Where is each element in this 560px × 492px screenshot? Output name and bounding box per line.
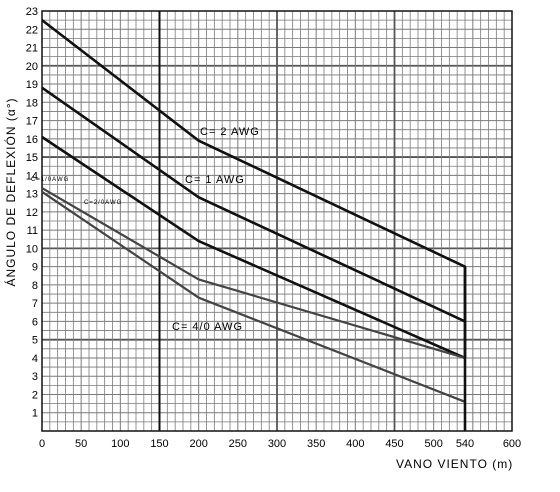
- x-tick-label: 200: [189, 438, 207, 450]
- y-tick-label: 7: [32, 298, 38, 310]
- y-tick-label: 14: [26, 170, 38, 182]
- y-tick-label: 22: [26, 24, 38, 36]
- x-tick-label: 300: [268, 438, 286, 450]
- y-tick-label: 9: [32, 262, 38, 274]
- y-tick-label: 21: [26, 43, 38, 55]
- series-label-1awg: C= 1 AWG: [185, 174, 245, 186]
- y-tick-label: 6: [32, 316, 38, 328]
- y-tick-label: 1: [32, 408, 38, 420]
- series-label-2awg: C= 2 AWG: [200, 126, 260, 138]
- y-tick-label: 20: [26, 61, 38, 73]
- tick-labels: 0 50 100 150 200 250 300 350 400 450 500 540 6001234…: [26, 6, 521, 450]
- y-tick-label: 18: [26, 97, 38, 109]
- y-tick-label: 19: [26, 79, 38, 91]
- y-axis-title: ÁNGULO DE DEFLEXIÓN (α°): [3, 97, 18, 286]
- x-tick-label: 0: [39, 438, 45, 450]
- x-tick-label: 540: [456, 438, 474, 450]
- y-tick-label: 15: [26, 152, 38, 164]
- y-tick-label: 11: [27, 225, 38, 237]
- series-line-4: [41, 190, 466, 403]
- y-tick-label: 23: [26, 6, 38, 18]
- x-tick-label: 450: [385, 438, 403, 450]
- y-tick-label: 2: [32, 389, 38, 401]
- grid: [41, 10, 513, 432]
- y-tick-label: 4: [32, 353, 38, 365]
- y-tick-label: 10: [26, 243, 38, 255]
- y-tick-label: 17: [26, 116, 38, 128]
- curve-labels: C= 2 AWG C= 1 AWG C=1/0AWG C=2/0AWG C= 4…: [31, 126, 260, 333]
- x-tick-label: 100: [111, 438, 129, 450]
- y-tick-label: 13: [26, 189, 38, 201]
- y-tick-label: 5: [32, 335, 38, 347]
- series-label-2-0awg: C=2/0AWG: [84, 200, 122, 206]
- x-tick-label: 50: [75, 438, 87, 450]
- x-axis-title: VANO VIENTO (m): [396, 457, 513, 471]
- y-tick-label: 3: [32, 371, 38, 383]
- plot-frame: [41, 10, 513, 432]
- x-tick-label: 400: [346, 438, 364, 450]
- curves: [41, 19, 467, 431]
- x-tick-label: 250: [229, 438, 247, 450]
- series-line-1: [41, 86, 466, 323]
- y-tick-label: 8: [32, 280, 38, 292]
- series-label-4-0awg: C= 4/0 AWG: [172, 321, 243, 333]
- y-tick-label: 12: [26, 207, 38, 219]
- series-line-2: [41, 135, 466, 360]
- series-line-3: [41, 187, 466, 360]
- series-label-1-0awg: C=1/0AWG: [31, 177, 69, 183]
- x-tick-label: 150: [150, 438, 168, 450]
- x-tick-label: 500: [424, 438, 442, 450]
- x-tick-label: 600: [503, 438, 521, 450]
- x-tick-label: 350: [307, 438, 325, 450]
- y-tick-label: 16: [26, 134, 38, 146]
